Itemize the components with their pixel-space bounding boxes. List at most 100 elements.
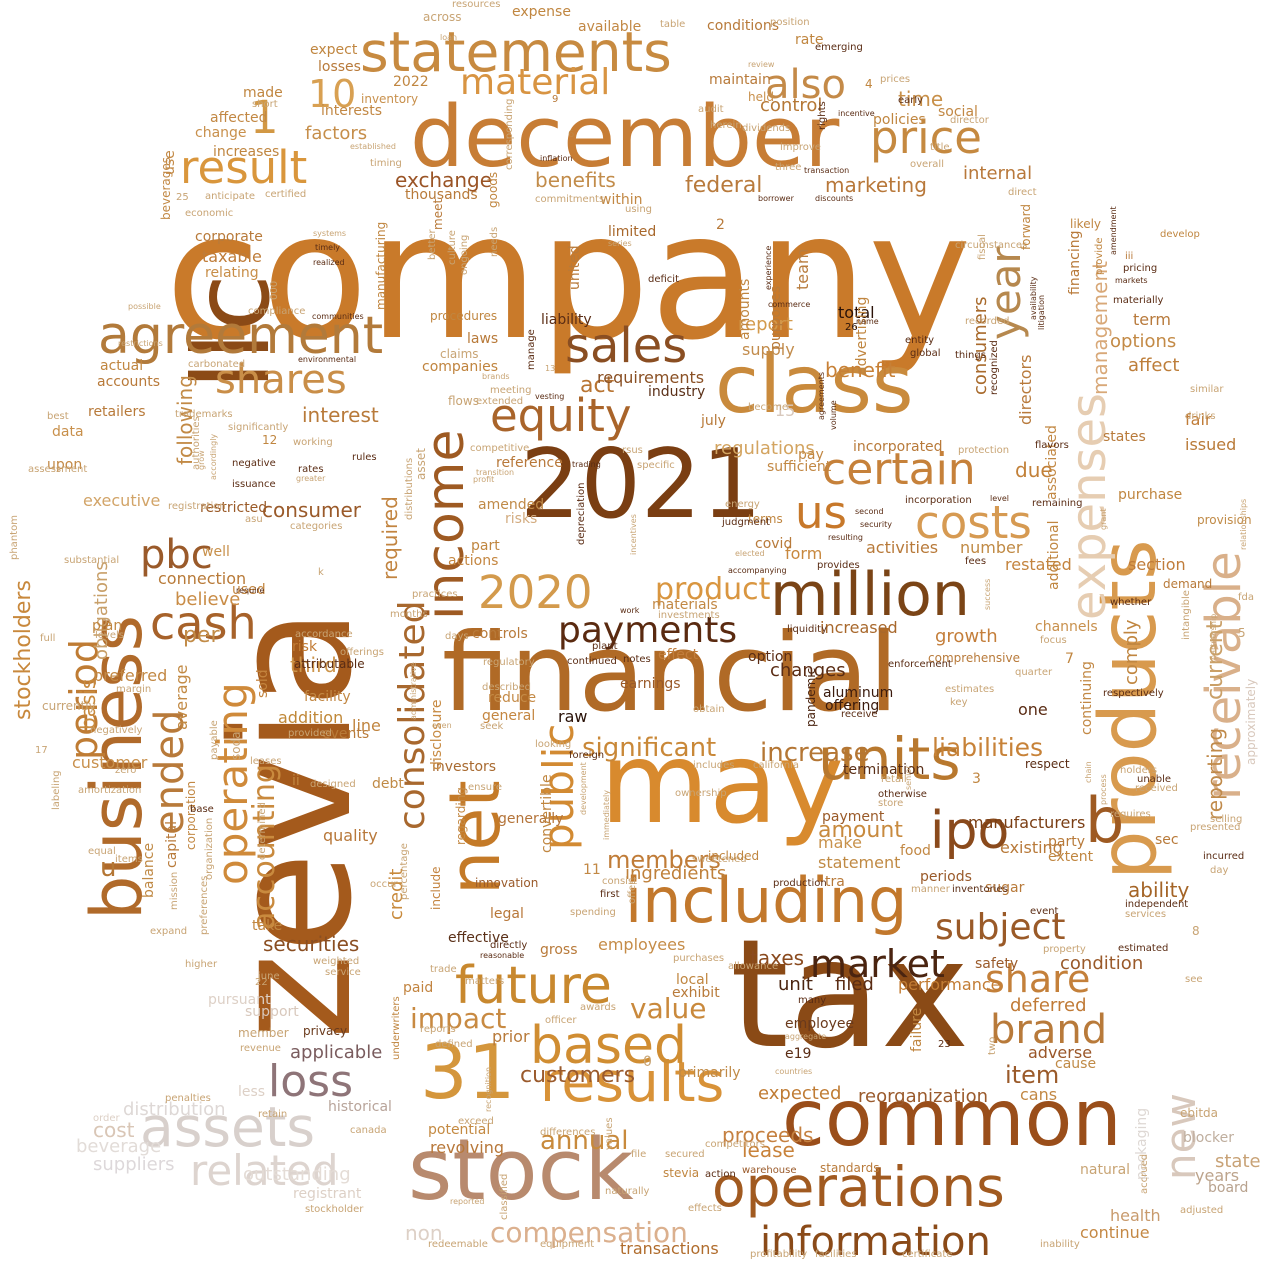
cloud-word-failure: failure xyxy=(909,1007,925,1052)
cloud-word-stock: stock xyxy=(408,1121,634,1220)
cloud-word-ingredients: ingredients xyxy=(625,863,727,884)
cloud-word-risk: risk xyxy=(292,639,318,655)
cloud-word-materials: materials xyxy=(652,597,718,613)
cloud-word-per: per xyxy=(183,623,220,648)
cloud-word-inventories: inventories xyxy=(952,884,1008,895)
cloud-word-made: made xyxy=(243,85,283,101)
cloud-word-retail: retail xyxy=(881,774,907,785)
cloud-word-audit: audit xyxy=(698,104,724,115)
cloud-word-local: local xyxy=(676,972,709,988)
cloud-word-price: price xyxy=(870,111,982,164)
cloud-word-certified: certified xyxy=(265,189,307,200)
cloud-word-manufacturers: manufacturers xyxy=(968,813,1086,832)
cloud-word-preferences: preferences xyxy=(199,875,210,935)
cloud-word-prices: prices xyxy=(880,74,911,85)
cloud-word-security: security xyxy=(860,520,892,529)
cloud-word-support: support xyxy=(245,1004,299,1020)
cloud-word-amended: amended xyxy=(478,497,545,513)
cloud-word-working: working xyxy=(293,437,333,448)
cloud-word-used: used xyxy=(232,582,266,598)
cloud-word-consist: consist xyxy=(602,876,638,887)
cloud-word-certificate: certificate xyxy=(902,1249,953,1260)
cloud-word-early: early xyxy=(898,95,924,106)
cloud-word-level: level xyxy=(990,494,1010,503)
cloud-word-26: 26 xyxy=(845,322,858,333)
cloud-word-pricing: pricing xyxy=(1123,263,1158,274)
cloud-word-relationships: relationships xyxy=(1239,498,1248,550)
cloud-word-negatively: negatively xyxy=(90,725,143,736)
cloud-word-directors: directors xyxy=(1016,354,1035,425)
cloud-word-borrower: borrower xyxy=(758,194,794,203)
cloud-word-us: us xyxy=(795,486,847,539)
cloud-word-provided: provided xyxy=(288,728,332,739)
cloud-word-line: line xyxy=(352,716,381,735)
cloud-word-obtain: obtain xyxy=(693,704,725,715)
cloud-word-deferred: deferred xyxy=(1010,995,1087,1016)
cloud-word-property: property xyxy=(1043,944,1086,955)
cloud-word-full: full xyxy=(40,633,56,644)
cloud-word-culture: culture xyxy=(447,230,458,265)
cloud-word-defined: defined xyxy=(435,1039,473,1050)
cloud-word-communities: communities xyxy=(312,312,364,321)
cloud-word-levels: levels xyxy=(95,630,124,641)
cloud-word-iii: iii xyxy=(1125,251,1134,262)
cloud-word-resulting: resulting xyxy=(828,533,864,542)
cloud-word-management: management xyxy=(1088,261,1112,395)
cloud-word-grant: grant xyxy=(1099,508,1108,530)
cloud-word-actual: actual xyxy=(100,358,144,374)
cloud-word-protection: protection xyxy=(958,445,1010,456)
cloud-word-dividends: dividends xyxy=(742,123,791,134)
cloud-word-addition: addition xyxy=(278,708,344,727)
cloud-word-operations: operations xyxy=(712,1155,1005,1219)
cloud-word-increases: increases xyxy=(213,144,280,160)
cloud-word-federal: federal xyxy=(685,173,763,198)
cloud-word-resources: resources xyxy=(452,0,501,10)
cloud-word-rules: rules xyxy=(352,452,377,463)
cloud-word-corporate: corporate xyxy=(195,229,263,245)
cloud-word-certain: certain xyxy=(822,444,976,495)
cloud-word-organization: organization xyxy=(204,817,215,880)
cloud-word-risks: risks xyxy=(505,511,538,527)
cloud-word-gross: gross xyxy=(540,942,578,958)
cloud-word-restricted: restricted xyxy=(200,500,268,516)
cloud-word-reasonable: reasonable xyxy=(480,951,525,960)
cloud-word-8: 8 xyxy=(1192,924,1200,938)
cloud-word-recognized: recognized xyxy=(989,340,1000,395)
cloud-word-additional: additional xyxy=(1046,520,1062,590)
cloud-word-significantly: significantly xyxy=(228,422,289,433)
cloud-word-member: member xyxy=(238,1026,289,1040)
cloud-word-relating: relating xyxy=(205,265,259,281)
cloud-word-become: become xyxy=(748,402,789,413)
cloud-word-employee: employee xyxy=(785,1016,855,1032)
cloud-word-rsus: rsus xyxy=(622,445,643,456)
cloud-word-restated: restated xyxy=(1005,555,1072,574)
cloud-word-customers: customers xyxy=(520,1063,636,1088)
cloud-word-exceed: exceed xyxy=(458,1116,494,1127)
cloud-word-develop: develop xyxy=(1160,229,1200,240)
cloud-word-cash: cash xyxy=(150,596,257,650)
cloud-word-flavors: flavors xyxy=(1035,440,1069,451)
cloud-word-loan: loan xyxy=(440,33,458,42)
cloud-word-sugar: sugar xyxy=(985,880,1025,896)
cloud-word-may: may xyxy=(600,719,845,849)
cloud-word-party: party xyxy=(1048,834,1085,850)
cloud-word-volume: volume xyxy=(829,400,838,430)
cloud-word-investors: investors xyxy=(432,759,497,775)
cloud-word-stockholders: stockholders xyxy=(11,580,36,720)
cloud-word-well: well xyxy=(202,544,230,560)
cloud-word-sold: sold xyxy=(255,669,271,698)
cloud-word-assets: assets xyxy=(140,1095,316,1159)
cloud-word-prior: prior xyxy=(492,1027,530,1046)
cloud-word-even: even xyxy=(432,721,452,730)
cloud-word-approximately: approximately xyxy=(1244,678,1258,765)
cloud-word-available: available xyxy=(578,19,642,35)
cloud-word-proceeds: proceeds xyxy=(722,1123,814,1147)
cloud-word-intangible: intangible xyxy=(1181,590,1192,640)
cloud-word-three: three xyxy=(775,162,802,173)
cloud-word-board: board xyxy=(1208,1180,1249,1196)
cloud-word-securities: securities xyxy=(263,932,360,956)
cloud-word-data: data xyxy=(52,424,84,440)
cloud-word-growth: growth xyxy=(935,626,998,647)
cloud-word-quarter: quarter xyxy=(1015,667,1053,678)
cloud-word-manufacturing: manufacturing xyxy=(374,221,388,310)
